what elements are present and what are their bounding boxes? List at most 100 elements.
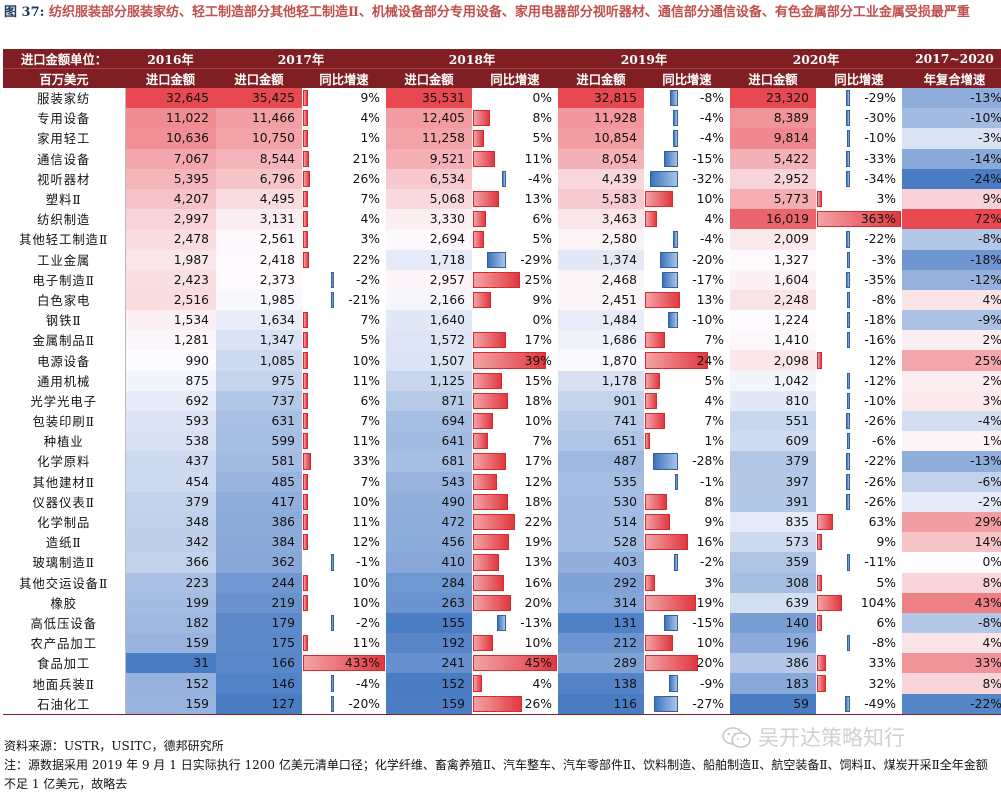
yoy-growth-2018: 13% <box>472 188 558 210</box>
growth-bar-positive <box>473 675 483 692</box>
import-value-2016: 2,516 <box>125 289 216 311</box>
import-value-2020: 379 <box>730 451 816 472</box>
yoy-growth-2020: 33% <box>816 653 902 674</box>
yoy-growth-2020: 9% <box>816 532 902 553</box>
import-value-2017: 35,425 <box>216 88 302 109</box>
cagr-value: 43% <box>902 592 1001 613</box>
growth-value: -15% <box>692 151 724 166</box>
yoy-growth-2018: -13% <box>472 612 558 634</box>
import-value-2020: 835 <box>730 511 816 533</box>
growth-bar-positive <box>645 594 696 611</box>
growth-value: 4% <box>360 111 380 126</box>
import-value-2019: 1,484 <box>558 310 644 331</box>
cagr-value: -6% <box>902 471 1001 492</box>
growth-value: 22% <box>352 252 380 267</box>
growth-bar-positive <box>303 473 308 490</box>
growth-value: 10% <box>352 353 380 368</box>
import-value-2020: 810 <box>730 390 816 411</box>
import-value-2018: 694 <box>386 411 472 432</box>
growth-bar-positive <box>645 332 665 349</box>
yoy-growth-2019: 5% <box>644 370 730 391</box>
import-value-2019: 212 <box>558 633 644 654</box>
growth-value: 25% <box>524 272 552 287</box>
yoy-growth-2017: 9% <box>302 88 386 109</box>
yoy-growth-2020: -33% <box>816 148 902 169</box>
year-2020: 2020年 <box>730 49 902 69</box>
growth-bar-negative <box>847 433 850 450</box>
growth-bar-positive <box>303 231 308 248</box>
import-value-2019: 32,815 <box>558 88 644 109</box>
import-value-2018: 2,166 <box>386 289 472 311</box>
growth-bar-positive <box>473 493 508 510</box>
growth-value: 19% <box>524 535 552 550</box>
yoy-growth-2018: 16% <box>472 572 558 593</box>
growth-bar-positive <box>817 675 827 692</box>
growth-value: -26% <box>864 474 896 489</box>
import-value-2020: 183 <box>730 673 816 694</box>
yoy-growth-2018: 11% <box>472 148 558 169</box>
growth-value: 4% <box>704 212 724 227</box>
import-value-2020: 308 <box>730 572 816 593</box>
growth-bar-negative <box>845 150 850 167</box>
col-cagr: 年复合增速 <box>902 68 1001 88</box>
growth-bar-positive <box>645 413 665 430</box>
import-value-2018: 1,572 <box>386 330 472 351</box>
import-value-2017: 175 <box>216 633 302 654</box>
growth-value: 20% <box>696 656 724 671</box>
table-row: 高低压设备 182 179 -2% 155 -13% 131 -15% 140 6% -8% <box>3 612 1001 634</box>
industry-name: 化学原料 <box>3 451 126 472</box>
growth-bar-negative <box>846 473 850 490</box>
table-row: 农产品加工 159 175 11% 192 10% 212 10% 196 -8% 4% <box>3 633 1001 654</box>
import-value-2019: 292 <box>558 572 644 593</box>
growth-bar-negative <box>669 90 678 107</box>
yoy-growth-2020: 104% <box>816 592 902 613</box>
industry-name: 其他建材Ⅱ <box>3 471 126 492</box>
import-value-2019: 1,870 <box>558 350 644 371</box>
yoy-growth-2020: -22% <box>816 451 902 472</box>
import-value-2020: 8,389 <box>730 108 816 129</box>
growth-value: -32% <box>692 171 724 186</box>
import-value-2019: 1,374 <box>558 249 644 270</box>
growth-bar-positive <box>473 352 546 369</box>
cagr-value: 33% <box>902 653 1001 674</box>
table-row: 玻璃制造Ⅱ 366 362 -1% 410 13% 403 -2% 359 -11% 0% <box>3 552 1001 573</box>
yoy-growth-2019: 4% <box>644 390 730 411</box>
import-value-2019: 1,178 <box>558 370 644 391</box>
yoy-growth-2019: 7% <box>644 330 730 351</box>
yoy-growth-2018: 26% <box>472 693 558 715</box>
industry-name: 玻璃制造Ⅱ <box>3 552 126 573</box>
yoy-growth-2018: 4% <box>472 673 558 694</box>
yoy-growth-2020: 63% <box>816 511 902 533</box>
year-range: 2017~2020 <box>902 49 1001 69</box>
growth-bar-negative <box>501 170 506 187</box>
footnote: 资料来源：USTR，USITC，德邦研究所 注：源数据采用 2019 年 9 月… <box>4 737 997 794</box>
import-value-2020: 2,952 <box>730 168 816 189</box>
import-value-2018: 6,534 <box>386 168 472 189</box>
growth-value: 10% <box>524 636 552 651</box>
col-yoy: 同比增速 <box>472 68 558 88</box>
yoy-growth-2018: 15% <box>472 370 558 391</box>
table-row: 通用机械 875 975 11% 1,125 15% 1,178 5% 1,042 -12% 2% <box>3 370 1001 391</box>
growth-bar-positive <box>473 150 495 167</box>
table-row: 地面兵装Ⅱ 152 146 -4% 152 4% 138 -9% 183 32% 8% <box>3 673 1001 694</box>
import-value-2016: 4,207 <box>125 188 216 210</box>
yoy-growth-2020: -29% <box>816 88 902 109</box>
yoy-growth-2017: 22% <box>302 249 386 270</box>
import-value-2017: 581 <box>216 451 302 472</box>
yoy-growth-2017: 7% <box>302 411 386 432</box>
yoy-growth-2017: 10% <box>302 491 386 512</box>
import-value-2019: 487 <box>558 451 644 472</box>
cagr-value: -22% <box>902 693 1001 715</box>
import-value-2016: 159 <box>125 633 216 654</box>
growth-value: 4% <box>360 212 380 227</box>
growth-bar-positive <box>303 110 308 127</box>
growth-bar-negative <box>675 473 678 490</box>
yoy-growth-2018: 19% <box>472 532 558 553</box>
growth-value: 10% <box>352 494 380 509</box>
growth-bar-negative <box>659 251 678 268</box>
growth-bar-negative <box>845 271 850 288</box>
growth-bar-negative <box>846 312 850 329</box>
yoy-growth-2019: -4% <box>644 128 730 149</box>
growth-bar-negative <box>847 635 850 652</box>
import-value-2018: 490 <box>386 491 472 512</box>
